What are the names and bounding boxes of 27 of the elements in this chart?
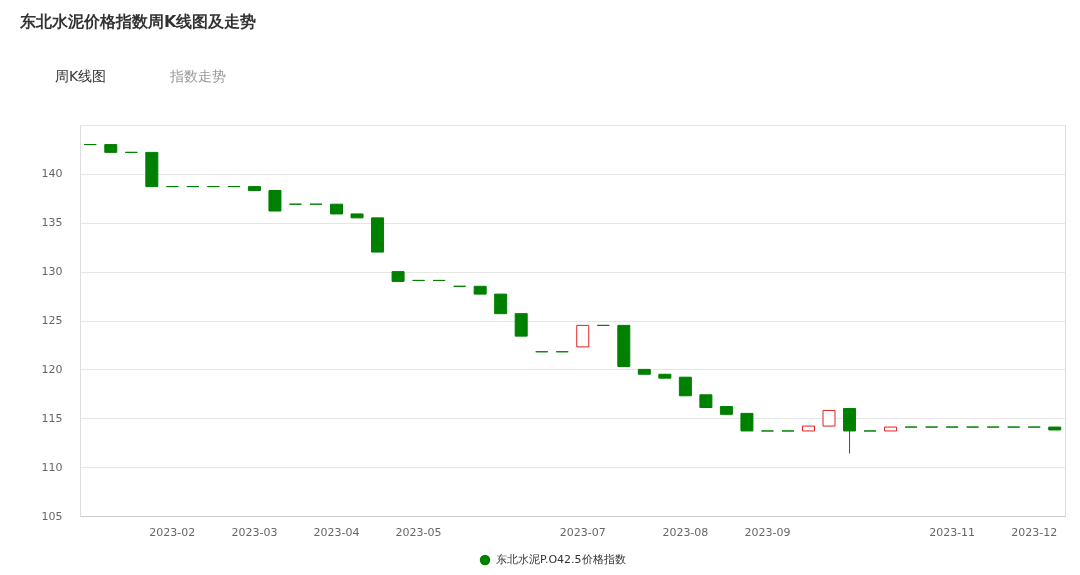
text: 指数走势 <box>169 68 226 84</box>
candlestick <box>268 189 282 212</box>
x-tick-label: 2023-03 <box>231 525 278 539</box>
y-tick-label: 115 <box>41 411 63 425</box>
candlestick <box>576 324 590 348</box>
x-tick-label: 2023-07 <box>559 525 606 539</box>
y-tick-label: 120 <box>41 362 63 376</box>
x-tick-label: 2023-09 <box>744 525 791 539</box>
candlestick <box>514 313 528 337</box>
text: 周K线图 <box>55 68 107 84</box>
chart-title: 东北水泥价格指数周K线图及走势 <box>19 12 257 31</box>
y-tick-label: 110 <box>41 460 63 474</box>
y-tick-label: 130 <box>41 265 63 279</box>
candlestick <box>494 293 508 315</box>
candlestick <box>843 407 857 454</box>
x-tick-label: 2023-11 <box>929 525 976 539</box>
y-tick-label: 125 <box>41 314 63 327</box>
y-tick-label: 105 <box>41 509 63 523</box>
x-tick-label: 2023-04 <box>313 525 360 539</box>
candlestick <box>678 376 692 397</box>
x-tick-label: 2023-08 <box>662 525 709 539</box>
y-tick-label: 140 <box>41 167 63 181</box>
y-tick-label: 135 <box>41 216 63 230</box>
x-tick-label: 2023-02 <box>149 525 196 539</box>
legend-label: 东北水泥P.O42.5价格指数 <box>496 553 626 566</box>
x-tick-label: 2023-12 <box>1011 525 1058 539</box>
x-tick-label: 2023-05 <box>395 525 442 539</box>
